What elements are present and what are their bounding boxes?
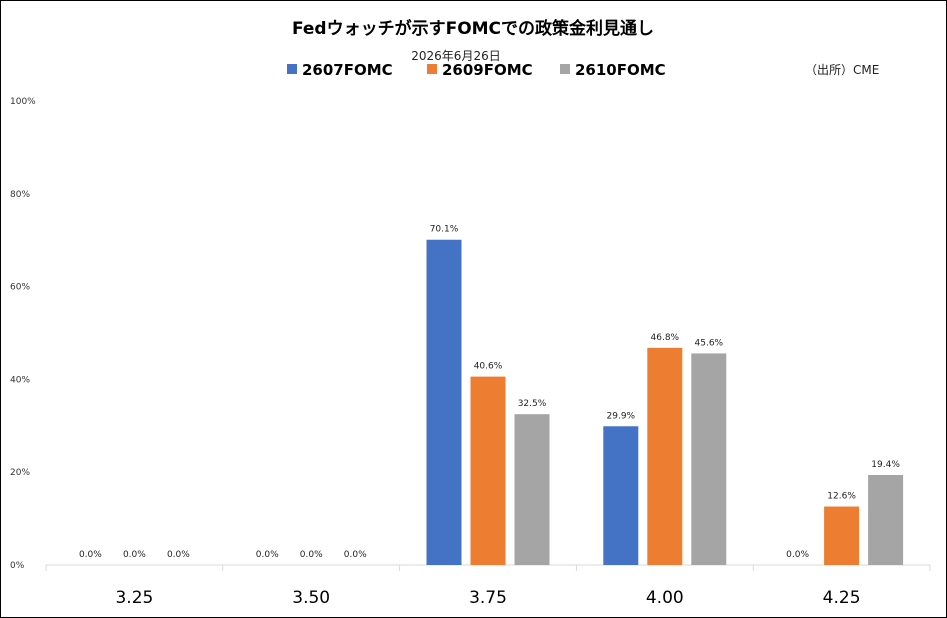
x-tick-label: 3.50 bbox=[292, 588, 330, 608]
legend-swatch-2609fomc bbox=[427, 64, 437, 74]
y-axis: 0% 20% 40% 60% 80% 100% bbox=[10, 97, 36, 571]
chart-source: （出所）CME bbox=[805, 63, 879, 77]
data-label: 0.0% bbox=[786, 550, 809, 560]
data-label: 19.4% bbox=[871, 460, 900, 470]
data-label: 32.5% bbox=[518, 399, 547, 409]
y-tick-label: 0% bbox=[10, 561, 25, 571]
legend-label-2610fomc: 2610FOMC bbox=[575, 61, 666, 79]
chart-title: Fedウォッチが示すFOMCでの政策金利見通し bbox=[292, 18, 654, 39]
data-label: 0.0% bbox=[300, 550, 323, 560]
bar-2610fomc-3.75 bbox=[514, 414, 550, 565]
y-tick-label: 20% bbox=[10, 468, 30, 478]
bar-2607fomc-4.00 bbox=[603, 426, 639, 565]
legend-label-2609fomc: 2609FOMC bbox=[442, 61, 533, 79]
bar-2610fomc-4.25 bbox=[868, 474, 904, 565]
chart-legend: 2607FOMC 2609FOMC 2610FOMC bbox=[287, 61, 666, 79]
bars bbox=[426, 239, 904, 565]
data-label: 0.0% bbox=[79, 550, 102, 560]
data-labels: 0.0% 0.0% 0.0% 0.0% 0.0% 0.0% 70.1% 40.6% 32.5% 2… bbox=[79, 225, 900, 560]
data-label: 0.0% bbox=[123, 550, 146, 560]
data-label: 0.0% bbox=[167, 550, 190, 560]
bar-2610fomc-4.00 bbox=[691, 353, 727, 565]
legend-swatch-2610fomc bbox=[560, 64, 570, 74]
legend-swatch-2607fomc bbox=[287, 64, 297, 74]
data-label: 29.9% bbox=[607, 411, 636, 421]
legend-label-2607fomc: 2607FOMC bbox=[302, 61, 393, 79]
x-tick-label: 4.00 bbox=[646, 588, 684, 608]
bar-2609fomc-4.00 bbox=[647, 347, 683, 565]
x-tick-label: 4.25 bbox=[823, 588, 861, 608]
x-tick-label: 3.75 bbox=[469, 588, 507, 608]
x-axis: 3.25 3.50 3.75 4.00 4.25 bbox=[45, 564, 931, 608]
y-tick-label: 100% bbox=[10, 97, 36, 107]
data-label: 40.6% bbox=[474, 362, 503, 372]
y-tick-label: 80% bbox=[10, 190, 30, 200]
data-label: 12.6% bbox=[827, 492, 856, 502]
bar-2607fomc-3.75 bbox=[426, 239, 462, 565]
x-tick-label: 3.25 bbox=[115, 588, 153, 608]
data-label: 70.1% bbox=[430, 225, 459, 235]
chart-subtitle: 2026年6月26日 bbox=[411, 49, 500, 63]
bar-2609fomc-4.25 bbox=[824, 506, 860, 565]
data-label: 0.0% bbox=[256, 550, 279, 560]
data-label: 0.0% bbox=[344, 550, 367, 560]
data-label: 45.6% bbox=[695, 338, 724, 348]
y-tick-label: 60% bbox=[10, 283, 30, 293]
data-label: 46.8% bbox=[651, 333, 680, 343]
bar-2609fomc-3.75 bbox=[470, 376, 506, 565]
y-tick-label: 40% bbox=[10, 375, 30, 385]
